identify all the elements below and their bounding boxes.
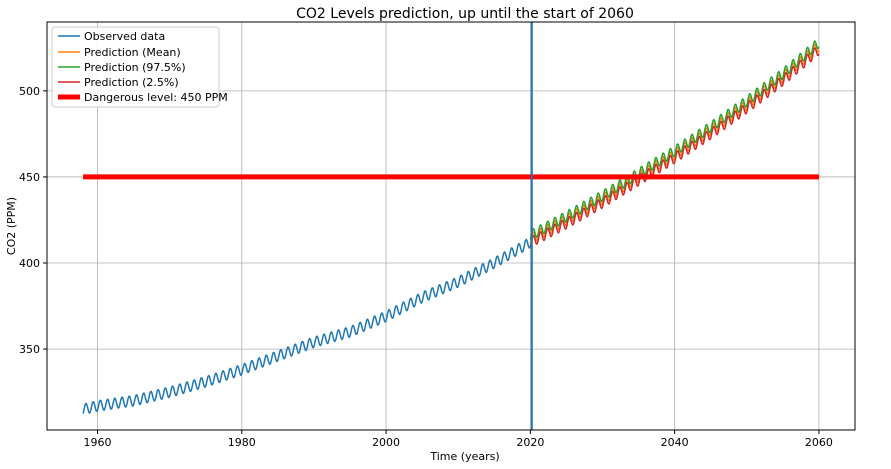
x-tick-label: 1960 xyxy=(84,436,112,449)
legend-label-observed: Observed data xyxy=(84,30,165,43)
x-tick-label: 2020 xyxy=(516,436,544,449)
prediction-lower-line xyxy=(529,47,820,247)
legend-label-lower: Prediction (2.5%) xyxy=(84,76,179,89)
ticks: 1960 1980 2000 2020 2040 2060 350 400 450 500 xyxy=(19,85,833,449)
prediction-upper-line xyxy=(529,40,820,240)
observed-line xyxy=(82,238,532,414)
y-tick-label: 500 xyxy=(19,85,40,98)
y-axis-label: CO2 (PPM) xyxy=(5,197,18,255)
y-tick-label: 350 xyxy=(19,343,40,356)
y-tick-label: 400 xyxy=(19,257,40,270)
x-tick-label: 1980 xyxy=(228,436,256,449)
legend-label-mean: Prediction (Mean) xyxy=(84,46,181,59)
legend-box xyxy=(51,26,220,108)
legend: Observed data Prediction (Mean) Predicti… xyxy=(51,26,228,108)
y-tick-label: 450 xyxy=(19,171,40,184)
plot-frame xyxy=(46,21,856,431)
legend-label-danger: Dangerous level: 450 PPM xyxy=(84,91,228,104)
x-tick-label: 2060 xyxy=(805,436,833,449)
x-tick-label: 2040 xyxy=(661,436,689,449)
chart-title: CO2 Levels prediction, up until the star… xyxy=(296,6,634,22)
x-tick-label: 2000 xyxy=(372,436,400,449)
series-layer xyxy=(82,22,820,430)
x-axis-label: Time (years) xyxy=(429,450,499,463)
prediction-mean-line xyxy=(529,43,820,244)
legend-label-upper: Prediction (97.5%) xyxy=(84,61,186,74)
